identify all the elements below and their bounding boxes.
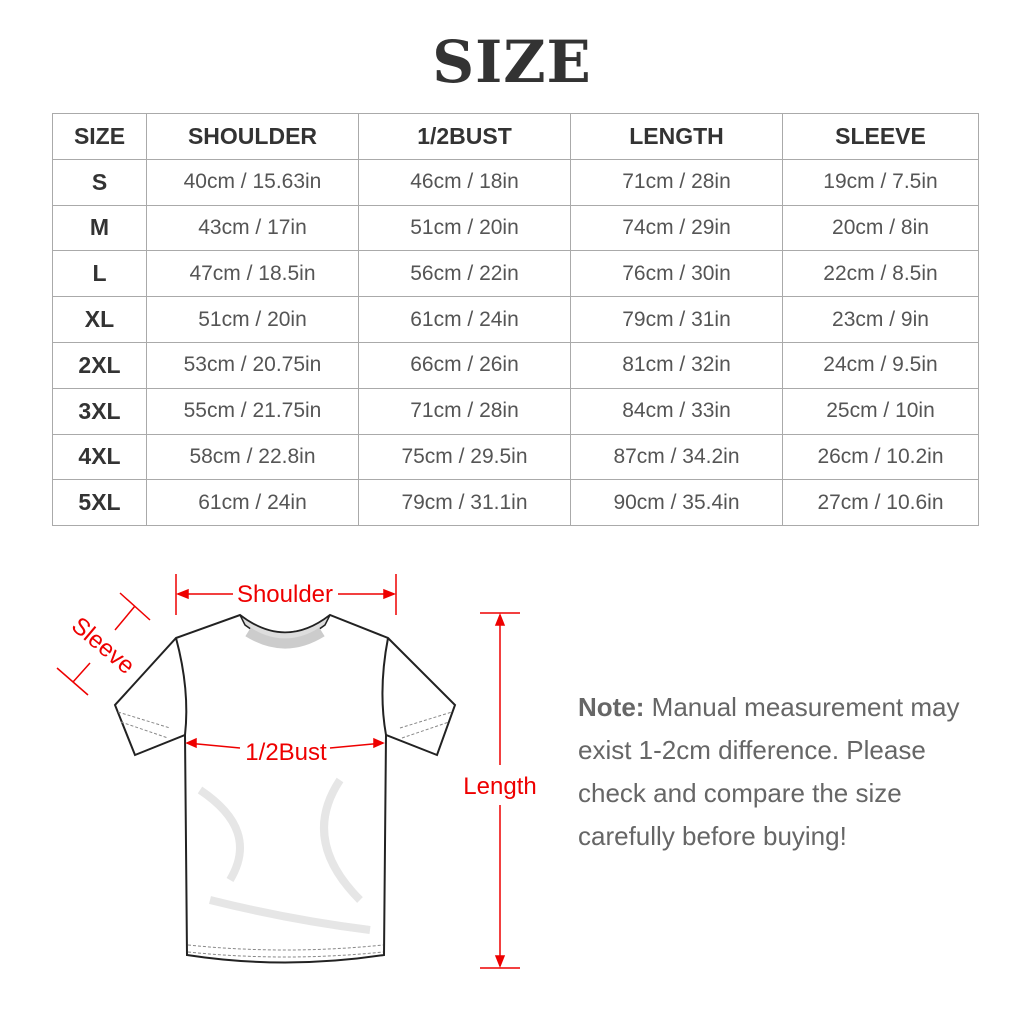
measurement-cell: 43cm / 17in xyxy=(146,204,359,252)
measurement-cell: 71cm / 28in xyxy=(358,387,571,435)
column-header: SLEEVE xyxy=(782,113,979,160)
shoulder-label: Shoulder xyxy=(237,581,333,608)
measurement-cell: 27cm / 10.6in xyxy=(782,479,979,527)
note-text: Note: Manual measurement may exist 1-2cm… xyxy=(578,686,998,858)
measurement-arrows xyxy=(56,574,520,969)
measurement-cell: 51cm / 20in xyxy=(358,204,571,252)
note-label: Note: xyxy=(578,692,645,722)
page-title: SIZE xyxy=(432,28,592,96)
length-label: Length xyxy=(463,773,536,800)
table-row: XL 51cm / 20in 61cm / 24in 79cm / 31in 23cm … xyxy=(52,296,979,343)
measurement-cell: 40cm / 15.63in xyxy=(146,158,359,206)
measurement-cell: 53cm / 20.75in xyxy=(146,341,359,389)
size-cell: XL xyxy=(52,296,147,343)
measurement-cell: 26cm / 10.2in xyxy=(782,433,979,481)
measurement-cell: 22cm / 8.5in xyxy=(782,250,979,298)
measurement-cell: 87cm / 34.2in xyxy=(570,433,783,481)
table-row: 4XL 58cm / 22.8in 75cm / 29.5in 87cm / 34.2… xyxy=(52,433,979,481)
measurement-cell: 25cm / 10in xyxy=(782,387,979,435)
measurement-cell: 75cm / 29.5in xyxy=(358,433,571,481)
measurement-cell: 66cm / 26in xyxy=(358,341,571,389)
table-row: M 43cm / 17in 51cm / 20in 74cm / 29in 20cm /… xyxy=(52,204,979,252)
measurement-cell: 81cm / 32in xyxy=(570,341,783,389)
size-table: SIZE SHOULDER 1/2BUST LENGTH SLEEVE S 40cm / … xyxy=(52,113,979,527)
table-row: 5XL 61cm / 24in 79cm / 31.1in 90cm / 35.4in… xyxy=(52,479,979,527)
measurement-cell: 76cm / 30in xyxy=(570,250,783,298)
measurement-cell: 20cm / 8in xyxy=(782,204,979,252)
column-header: 1/2BUST xyxy=(358,113,571,160)
measurement-cell: 61cm / 24in xyxy=(358,296,571,343)
table-row: 2XL 53cm / 20.75in 66cm / 26in 81cm / 32in 2… xyxy=(52,341,979,389)
column-header: LENGTH xyxy=(570,113,783,160)
measurement-cell: 46cm / 18in xyxy=(358,158,571,206)
size-cell: S xyxy=(52,158,147,206)
measurement-cell: 79cm / 31.1in xyxy=(358,479,571,527)
measurement-cell: 19cm / 7.5in xyxy=(782,158,979,206)
measurement-cell: 47cm / 18.5in xyxy=(146,250,359,298)
measurement-cell: 24cm / 9.5in xyxy=(782,341,979,389)
measurement-cell: 56cm / 22in xyxy=(358,250,571,298)
size-cell: 3XL xyxy=(52,387,147,435)
measurement-cell: 84cm / 33in xyxy=(570,387,783,435)
size-cell: 2XL xyxy=(52,341,147,389)
measurement-cell: 71cm / 28in xyxy=(570,158,783,206)
table-header-row: SIZE SHOULDER 1/2BUST LENGTH SLEEVE xyxy=(52,113,979,160)
size-cell: L xyxy=(52,250,147,298)
measurement-cell: 79cm / 31in xyxy=(570,296,783,343)
measurement-cell: 58cm / 22.8in xyxy=(146,433,359,481)
size-cell: 4XL xyxy=(52,433,147,481)
measurement-cell: 55cm / 21.75in xyxy=(146,387,359,435)
column-header: SIZE xyxy=(52,113,147,160)
table-row: S 40cm / 15.63in 46cm / 18in 71cm / 28in 19c… xyxy=(52,158,979,206)
measurement-cell: 90cm / 35.4in xyxy=(570,479,783,527)
sleeve-label: Sleeve xyxy=(66,612,140,680)
table-row: 3XL 55cm / 21.75in 71cm / 28in 84cm / 33in 2… xyxy=(52,387,979,435)
measurement-cell: 74cm / 29in xyxy=(570,204,783,252)
column-header: SHOULDER xyxy=(146,113,359,160)
size-cell: 5XL xyxy=(52,479,147,527)
table-row: L 47cm / 18.5in 56cm / 22in 76cm / 30in 22cm… xyxy=(52,250,979,298)
measurement-cell: 23cm / 9in xyxy=(782,296,979,343)
tshirt-icon xyxy=(113,613,457,964)
bust-label: 1/2Bust xyxy=(245,739,327,766)
tshirt-diagram: Shoulder Sleeve 1/2Bust Length xyxy=(56,574,537,969)
size-cell: M xyxy=(52,204,147,252)
note-body: Manual measurement may exist 1-2cm diffe… xyxy=(578,692,960,851)
measurement-cell: 51cm / 20in xyxy=(146,296,359,343)
measurement-cell: 61cm / 24in xyxy=(146,479,359,527)
